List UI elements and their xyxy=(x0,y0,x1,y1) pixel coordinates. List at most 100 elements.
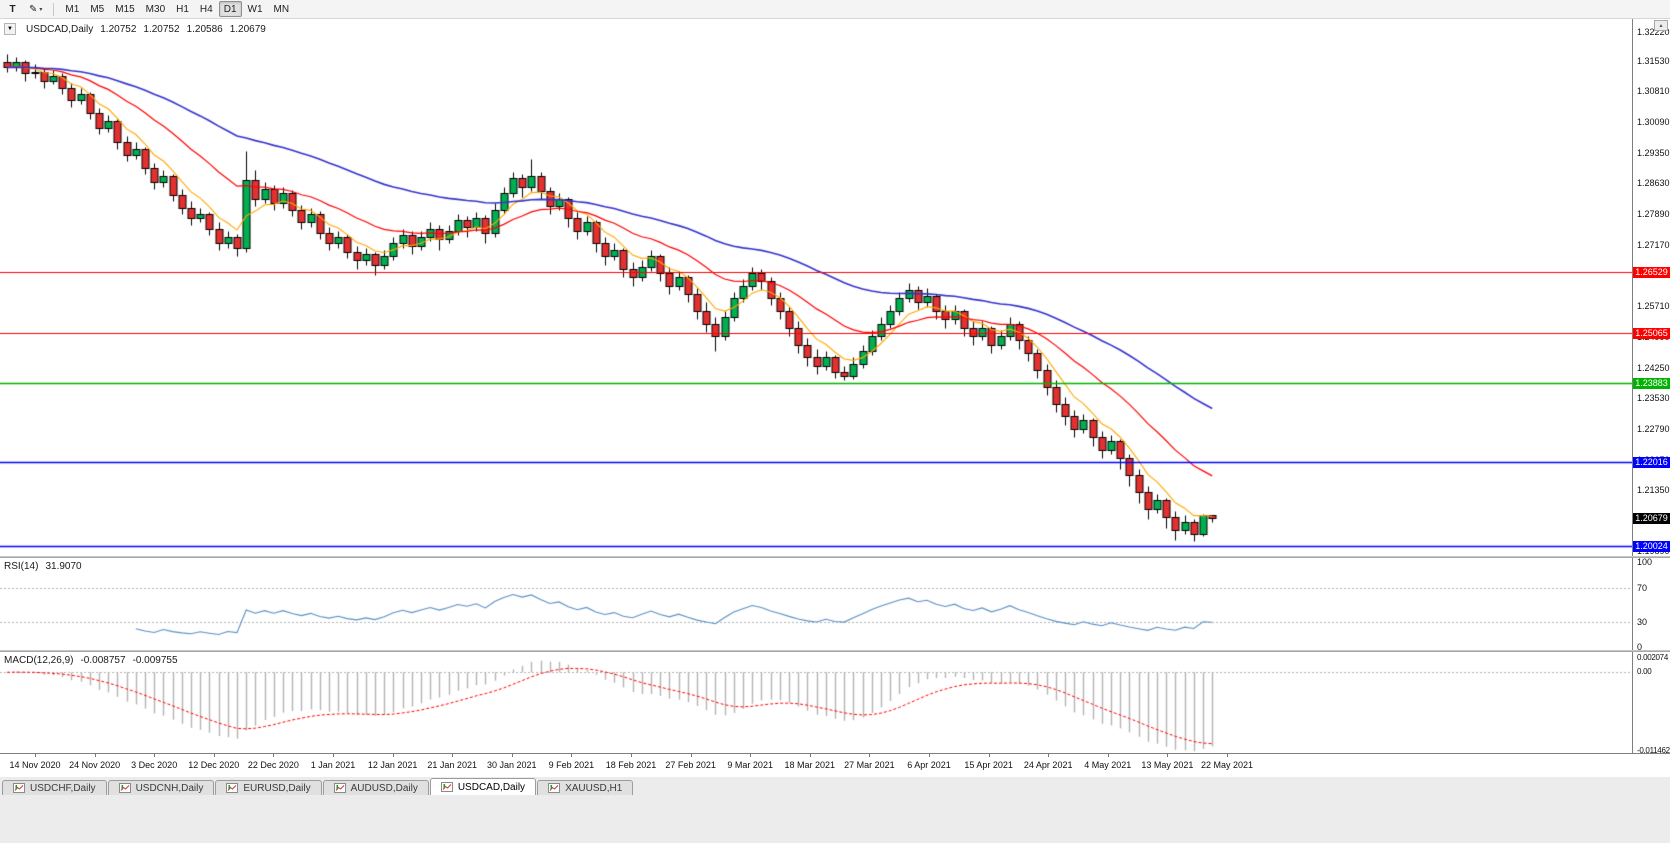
time-axis-tick xyxy=(452,754,454,757)
chart-icon xyxy=(440,782,453,792)
main-chart-canvas[interactable] xyxy=(0,19,1632,556)
time-axis-label: 6 Apr 2021 xyxy=(907,760,951,770)
close-value: 1.20679 xyxy=(229,23,266,35)
time-axis-label: 27 Mar 2021 xyxy=(844,760,895,770)
axis-label: 1.31530 xyxy=(1637,56,1670,67)
axis-label: 1.30090 xyxy=(1637,116,1670,127)
hline-price-tag: 1.20024 xyxy=(1633,540,1670,552)
draw-tool-button[interactable]: ✎ ▾ xyxy=(24,1,47,17)
time-axis-label: 30 Jan 2021 xyxy=(487,760,537,770)
time-axis-tick xyxy=(929,754,930,757)
pencil-icon: ✎ xyxy=(29,3,38,15)
tab-label: USDCNH,Daily xyxy=(135,782,204,794)
timeframe-button-h4[interactable]: H4 xyxy=(195,1,218,17)
chart-tab-usdcnh-daily[interactable]: USDCNH,Daily xyxy=(107,780,215,795)
macd-canvas[interactable] xyxy=(0,652,1632,753)
time-axis-label: 22 Dec 2020 xyxy=(247,760,299,770)
chart-tab-usdcad-daily[interactable]: USDCAD,Daily xyxy=(429,778,537,795)
text-tool-button[interactable]: T xyxy=(2,1,23,17)
time-axis-label: 22 May 2021 xyxy=(1200,760,1254,770)
macd-signal-value: -0.009755 xyxy=(132,655,178,666)
one-click-trading-toggle[interactable]: ▼ xyxy=(4,23,16,35)
axis-label: 1.30810 xyxy=(1637,86,1670,97)
timeframe-button-d1[interactable]: D1 xyxy=(218,1,242,17)
macd-main-value: -0.008757 xyxy=(80,655,126,666)
timeframe-button-m30[interactable]: M30 xyxy=(141,1,170,17)
rsi-value: 31.9070 xyxy=(45,561,82,572)
hline-price-tag: 1.22016 xyxy=(1633,456,1670,468)
time-axis-tick xyxy=(1167,754,1169,757)
pane-resize-handle[interactable] xyxy=(0,556,1670,558)
price-axis[interactable]: 1.32220 1.31530 1.30810 1.30090 1.29350 1.286… xyxy=(1633,19,1670,755)
axis-label: 100 xyxy=(1637,557,1653,567)
low-value: 1.20586 xyxy=(186,23,223,35)
chart-icon xyxy=(548,783,561,793)
main-toolbar: T ✎ ▾ M1 M5 M15 M30 H1 H4 D1 W1 MN xyxy=(0,0,1670,19)
timeframe-button-mn[interactable]: MN xyxy=(269,1,295,17)
time-axis-tick xyxy=(750,754,752,757)
triangle-down-icon: ▼ xyxy=(7,26,13,32)
time-axis-tick xyxy=(511,754,513,757)
time-axis-tick xyxy=(154,754,156,757)
open-value: 1.20752 xyxy=(100,23,137,35)
time-axis-tick xyxy=(94,754,96,757)
time-axis-label: 27 Feb 2021 xyxy=(665,760,716,770)
chart-tabs-bar: USDCHF,Daily USDCNH,Daily EURUSD,Daily AUDU… xyxy=(0,776,1670,843)
price-axis-border xyxy=(1632,19,1633,753)
tab-label: XAUUSD,H1 xyxy=(565,782,623,794)
axis-label: 1.29350 xyxy=(1637,147,1670,158)
axis-label: 70 xyxy=(1637,582,1648,593)
hline-price-tag: 1.25065 xyxy=(1633,328,1670,340)
time-axis-label: 9 Mar 2021 xyxy=(727,760,773,770)
chart-scale-button[interactable]: ▴ xyxy=(1654,20,1668,31)
triangle-up-icon: ▴ xyxy=(1659,23,1663,29)
chart-icon xyxy=(118,783,131,793)
macd-legend: MACD(12,26,9) -0.008757 -0.009755 xyxy=(4,655,178,666)
tab-label: USDCAD,Daily xyxy=(457,781,526,793)
timeframe-buttons: M1 M5 M15 M30 H1 H4 D1 W1 MN xyxy=(60,1,294,17)
axis-label: 0.00 xyxy=(1637,667,1652,677)
time-axis-label: 4 May 2021 xyxy=(1084,760,1132,770)
chart-tab-usdchf-daily[interactable]: USDCHF,Daily xyxy=(2,780,107,795)
time-axis-tick xyxy=(809,754,811,757)
time-axis-label: 9 Feb 2021 xyxy=(548,760,595,770)
timeframe-button-w1[interactable]: W1 xyxy=(243,1,268,17)
time-axis-label: 24 Nov 2020 xyxy=(69,760,121,770)
pane-resize-handle[interactable] xyxy=(0,650,1670,652)
current-price-tag: 1.20679 xyxy=(1633,513,1670,525)
time-axis[interactable]: 14 Nov 2020 24 Nov 2020 3 Dec 2020 12 Dec 2… xyxy=(0,753,1670,776)
chevron-down-icon: ▾ xyxy=(39,6,43,13)
axis-label: 1.27170 xyxy=(1637,239,1670,250)
chart-tab-xauusd-h1[interactable]: XAUUSD,H1 xyxy=(537,780,634,795)
axis-label: 1.22790 xyxy=(1637,424,1670,435)
time-axis-label: 13 May 2021 xyxy=(1141,760,1194,770)
timeframe-button-m15[interactable]: M15 xyxy=(110,1,139,17)
chart-icon xyxy=(333,783,346,793)
time-axis-tick xyxy=(690,754,692,757)
chart-tab-eurusd-daily[interactable]: EURUSD,Daily xyxy=(215,780,322,795)
time-axis-tick xyxy=(571,754,573,757)
time-axis-tick xyxy=(1048,754,1050,757)
chart-tab-audusd-daily[interactable]: AUDUSD,Daily xyxy=(322,780,429,795)
axis-label: 1.25710 xyxy=(1637,301,1670,312)
time-axis-tick xyxy=(392,754,394,757)
axis-label: 0 xyxy=(1637,642,1643,652)
rsi-legend: RSI(14) 31.9070 xyxy=(4,561,82,572)
time-axis-label: 21 Jan 2021 xyxy=(427,760,477,770)
axis-label: 1.27890 xyxy=(1637,209,1670,220)
time-axis-tick xyxy=(631,754,632,757)
timeframe-button-m5[interactable]: M5 xyxy=(85,1,109,17)
axis-label: 1.23530 xyxy=(1637,393,1670,404)
time-axis-tick xyxy=(1107,754,1109,757)
hline-price-tag: 1.26529 xyxy=(1633,266,1670,278)
time-axis-label: 12 Dec 2020 xyxy=(188,760,240,770)
timeframe-button-m1[interactable]: M1 xyxy=(60,1,84,17)
rsi-canvas[interactable] xyxy=(0,558,1632,650)
axis-label: 0.002074 xyxy=(1637,653,1668,663)
toolbar-separator xyxy=(53,2,55,16)
time-axis-label: 24 Apr 2021 xyxy=(1023,760,1073,770)
high-value: 1.20752 xyxy=(143,23,180,35)
time-axis-label: 18 Mar 2021 xyxy=(784,760,836,770)
time-axis-tick xyxy=(333,754,334,757)
timeframe-button-h1[interactable]: H1 xyxy=(171,1,194,17)
